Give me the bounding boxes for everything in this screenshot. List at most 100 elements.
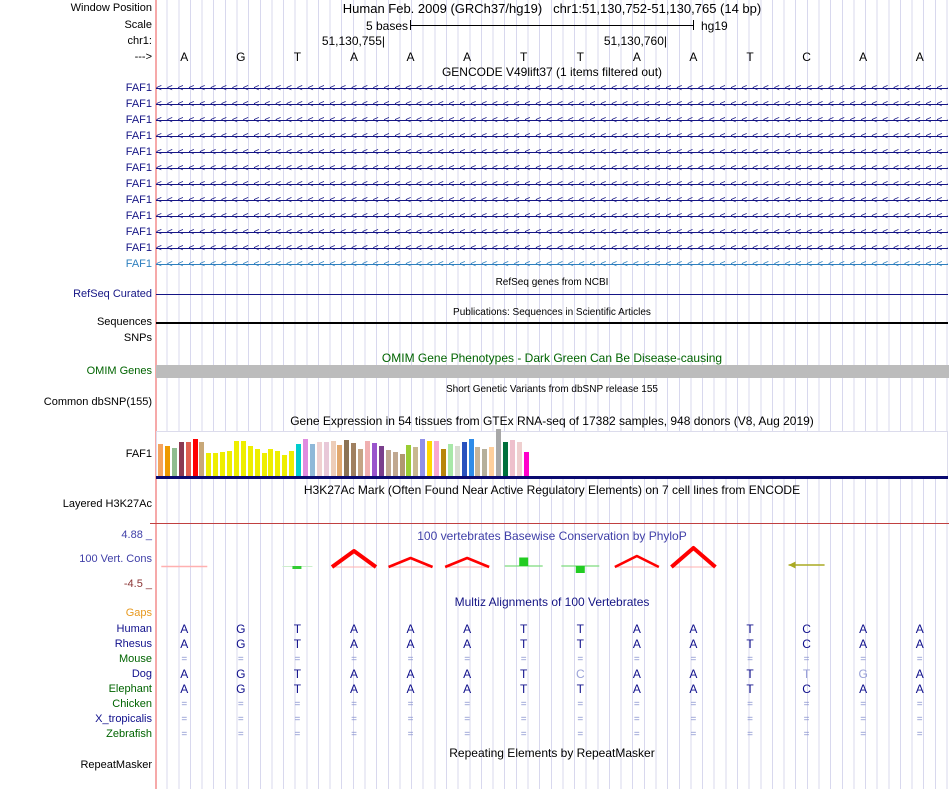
phylop-min-value: -4.5 _ — [123, 578, 152, 590]
refseq-curated-label[interactable]: RefSeq Curated — [73, 288, 152, 300]
multiz-alignment-row: = = = = = = = = = = = = = = — [156, 712, 948, 727]
publications-track-title[interactable]: Publications: Sequences in Scientific Ar… — [453, 307, 651, 318]
gtex-tissue-bar — [323, 442, 329, 477]
multiz-base: = — [690, 714, 697, 725]
multiz-base: = — [237, 729, 244, 740]
gencode-transcript-label[interactable]: FAF1 — [125, 258, 152, 270]
gene-transcript-row[interactable]: <<<<<<<<<<<<<<<<<<<<<<<<<<<<<<<<<<<<<<<<… — [156, 179, 948, 190]
gencode-transcript-label[interactable]: FAF1 — [125, 178, 152, 190]
phylop-feature — [575, 566, 585, 573]
multiz-base: C — [802, 637, 811, 651]
layered-h3k27ac-label[interactable]: Layered H3K27Ac — [62, 498, 152, 510]
transcript-direction-chevrons: <<<<<<<<<<<<<<<<<<<<<<<<<<<<<<<<<<<<<<<<… — [156, 83, 948, 94]
multiz-base: A — [349, 637, 358, 651]
multiz-species-label[interactable]: Dog — [131, 668, 152, 680]
repeatmasker-track-title[interactable]: Repeating Elements by RepeatMasker — [449, 746, 655, 760]
gene-transcript-row[interactable]: <<<<<<<<<<<<<<<<<<<<<<<<<<<<<<<<<<<<<<<<… — [156, 211, 948, 222]
gencode-transcript-label[interactable]: FAF1 — [125, 226, 152, 238]
multiz-base: A — [859, 622, 868, 636]
gtex-tissue-bar — [509, 440, 515, 477]
scale-bar-right-tick — [693, 20, 694, 30]
multiz-base: G — [858, 667, 868, 681]
gtex-tissue-bar — [309, 444, 315, 477]
gtex-tissue-bar — [302, 439, 308, 477]
sequence-base: A — [463, 50, 472, 64]
gene-transcript-row[interactable]: <<<<<<<<<<<<<<<<<<<<<<<<<<<<<<<<<<<<<<<<… — [156, 243, 948, 254]
phylop-track-label[interactable]: 100 Vert. Cons — [79, 553, 152, 565]
multiz-base: = — [690, 654, 697, 665]
multiz-species-label[interactable]: Human — [116, 623, 152, 635]
gtex-tissue-bar — [406, 445, 412, 477]
sequences-label[interactable]: Sequences — [96, 316, 152, 328]
gtex-tissue-bar — [427, 441, 433, 477]
multiz-track-title[interactable]: Multiz Alignments of 100 Vertebrates — [454, 595, 650, 609]
multiz-base: = — [633, 714, 640, 725]
repeatmasker-label[interactable]: RepeatMasker — [80, 759, 152, 771]
gene-transcript-row[interactable]: <<<<<<<<<<<<<<<<<<<<<<<<<<<<<<<<<<<<<<<<… — [156, 195, 948, 206]
multiz-base: A — [859, 682, 868, 696]
h3k27ac-track-title[interactable]: H3K27Ac Mark (Often Found Near Active Re… — [303, 483, 801, 497]
multiz-species-label[interactable]: Zebrafish — [106, 728, 152, 740]
transcript-direction-chevrons: <<<<<<<<<<<<<<<<<<<<<<<<<<<<<<<<<<<<<<<<… — [156, 227, 948, 238]
multiz-base: = — [577, 729, 584, 740]
gene-transcript-row[interactable]: <<<<<<<<<<<<<<<<<<<<<<<<<<<<<<<<<<<<<<<<… — [156, 115, 948, 126]
gencode-transcript-label[interactable]: FAF1 — [125, 130, 152, 142]
gene-transcript-row[interactable]: <<<<<<<<<<<<<<<<<<<<<<<<<<<<<<<<<<<<<<<<… — [156, 227, 948, 238]
sequence-base: A — [859, 50, 868, 64]
gtex-track-title[interactable]: Gene Expression in 54 tissues from GTEx … — [290, 414, 814, 428]
omim-track-title[interactable]: OMIM Gene Phenotypes - Dark Green Can Be… — [381, 351, 723, 365]
gencode-transcript-label[interactable]: FAF1 — [125, 146, 152, 158]
multiz-species-label[interactable]: Chicken — [112, 698, 152, 710]
gene-transcript-row[interactable]: <<<<<<<<<<<<<<<<<<<<<<<<<<<<<<<<<<<<<<<<… — [156, 83, 948, 94]
multiz-base: = — [464, 714, 471, 725]
gtex-tissue-bar — [171, 448, 177, 477]
multiz-gaps-label[interactable]: Gaps — [125, 607, 152, 619]
multiz-species-label[interactable]: Elephant — [108, 683, 152, 695]
omim-genes-label[interactable]: OMIM Genes — [86, 365, 152, 377]
gtex-tissue-bar — [337, 445, 343, 477]
multiz-base: = — [407, 714, 414, 725]
gencode-track-title[interactable]: GENCODE V49lift37 (1 items filtered out) — [441, 65, 663, 79]
gene-transcript-row[interactable]: <<<<<<<<<<<<<<<<<<<<<<<<<<<<<<<<<<<<<<<<… — [156, 131, 948, 142]
gencode-transcript-label[interactable]: FAF1 — [125, 162, 152, 174]
gencode-transcript-label[interactable]: FAF1 — [125, 242, 152, 254]
multiz-base: = — [747, 654, 753, 665]
gtex-gene-label[interactable]: FAF1 — [125, 448, 152, 460]
transcript-intron-line — [156, 264, 948, 265]
multiz-base: = — [747, 729, 753, 740]
refseq-track-title[interactable]: RefSeq genes from NCBI — [495, 277, 609, 288]
phylop-feature — [292, 566, 302, 569]
multiz-base: = — [577, 714, 584, 725]
coordinate-right: 51,130,760| — [603, 34, 667, 48]
transcript-direction-chevrons: <<<<<<<<<<<<<<<<<<<<<<<<<<<<<<<<<<<<<<<<… — [156, 131, 948, 142]
snps-label[interactable]: SNPs — [123, 332, 152, 344]
gencode-transcript-label[interactable]: FAF1 — [125, 98, 152, 110]
gencode-transcript-label[interactable]: FAF1 — [125, 194, 152, 206]
multiz-base: = — [181, 714, 188, 725]
gtex-tissue-bar — [475, 447, 481, 477]
h3k27ac-signal-line — [150, 523, 949, 524]
gencode-transcript-label[interactable]: FAF1 — [125, 210, 152, 222]
common-dbsnp-label[interactable]: Common dbSNP(155) — [43, 396, 152, 408]
multiz-base: T — [746, 682, 754, 696]
gencode-transcript-label[interactable]: FAF1 — [125, 114, 152, 126]
multiz-species-label[interactable]: Rhesus — [114, 638, 152, 650]
gtex-baseline — [156, 476, 948, 479]
gene-transcript-row[interactable]: <<<<<<<<<<<<<<<<<<<<<<<<<<<<<<<<<<<<<<<<… — [156, 147, 948, 158]
transcript-intron-line — [156, 184, 948, 185]
multiz-species-label[interactable]: X_tropicalis — [95, 713, 152, 725]
multiz-base: = — [464, 654, 471, 665]
dbsnp-track-title[interactable]: Short Genetic Variants from dbSNP releas… — [446, 384, 658, 395]
multiz-base: G — [236, 667, 246, 681]
phylop-track-title[interactable]: 100 vertebrates Basewise Conservation by… — [417, 529, 687, 543]
multiz-base: T — [520, 682, 528, 696]
multiz-species-label[interactable]: Mouse — [118, 653, 152, 665]
gencode-transcript-label[interactable]: FAF1 — [125, 82, 152, 94]
gene-transcript-row[interactable]: <<<<<<<<<<<<<<<<<<<<<<<<<<<<<<<<<<<<<<<<… — [156, 163, 948, 174]
multiz-base: A — [180, 622, 189, 636]
gene-transcript-row[interactable]: <<<<<<<<<<<<<<<<<<<<<<<<<<<<<<<<<<<<<<<<… — [156, 259, 948, 270]
gene-transcript-row[interactable]: <<<<<<<<<<<<<<<<<<<<<<<<<<<<<<<<<<<<<<<<… — [156, 99, 948, 110]
